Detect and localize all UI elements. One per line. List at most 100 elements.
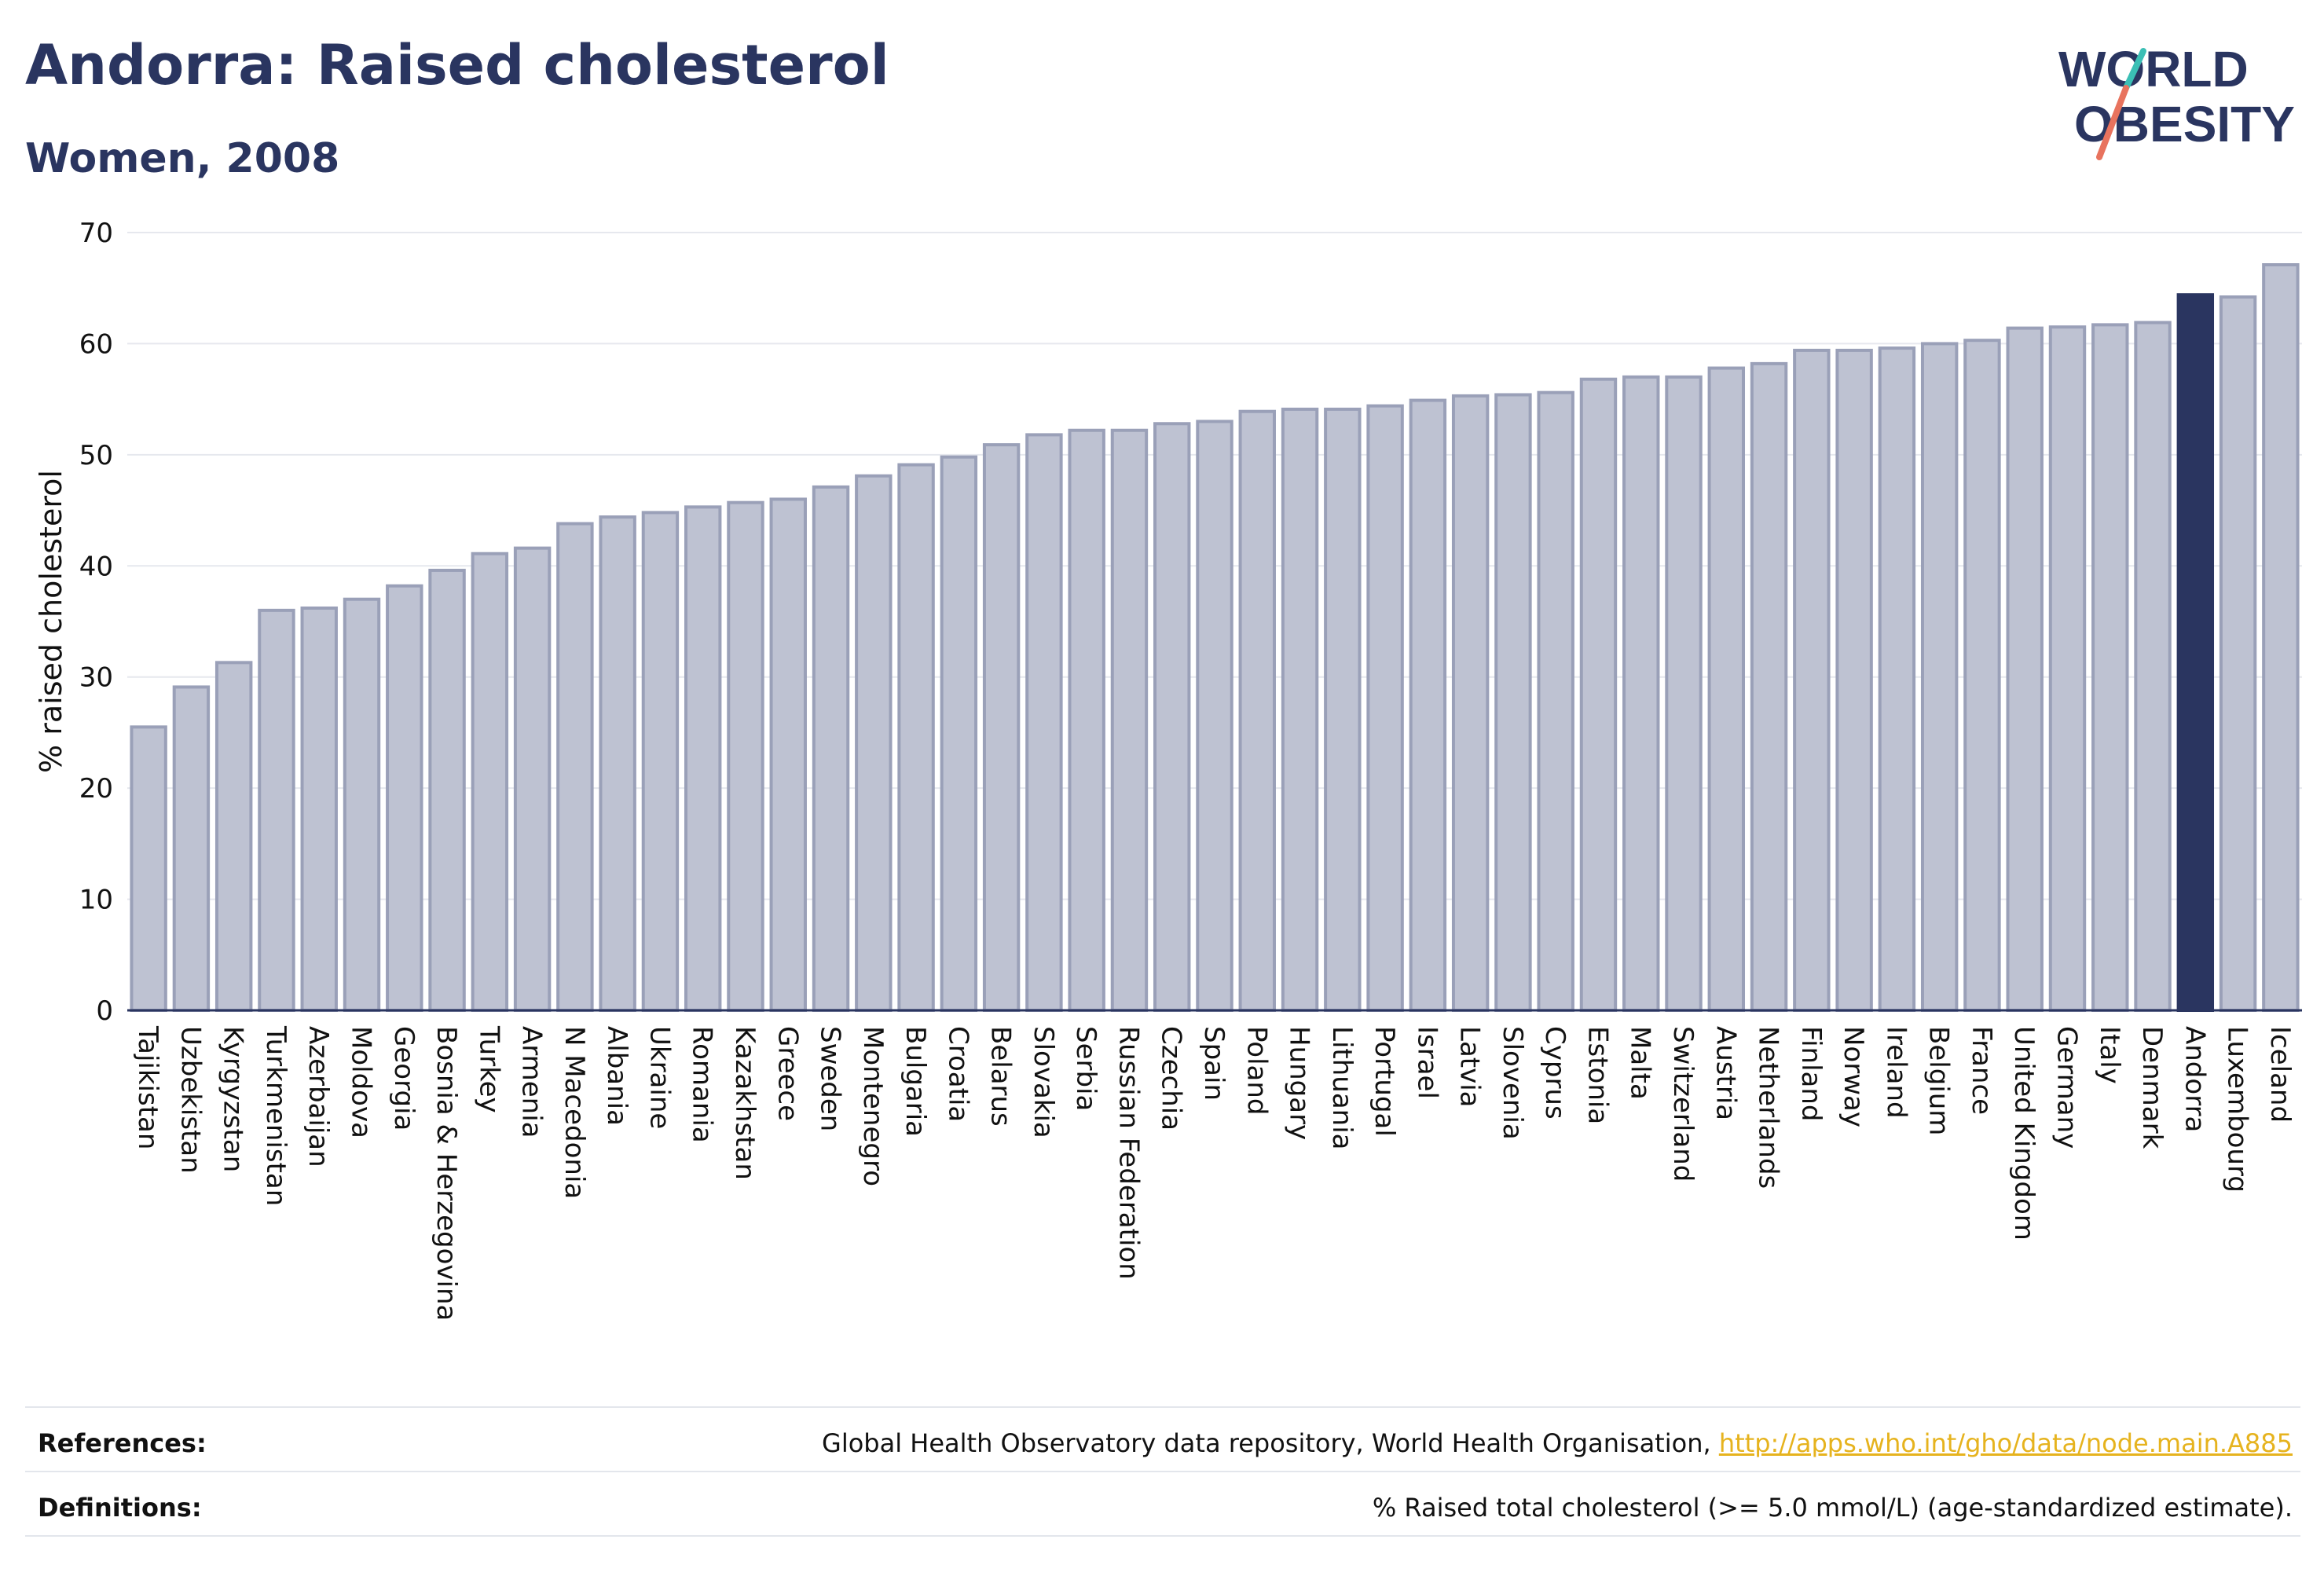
bar-belgium — [1920, 342, 1959, 1012]
x-tick-label: Moldova — [346, 1026, 377, 1138]
bar-latvia — [1451, 394, 1490, 1012]
chart-title: Andorra: Raised cholesterol — [25, 33, 889, 97]
bar-bosnia-herzegovina — [428, 568, 466, 1012]
x-tick-label: Turkmenistan — [260, 1025, 291, 1206]
x-tick-label: Montenegro — [857, 1026, 889, 1186]
bar-uzbekistan — [172, 685, 211, 1012]
x-tick-label: Israel — [1411, 1026, 1442, 1099]
bar-kyrgyzstan — [214, 661, 253, 1012]
x-tick-label: Netherlands — [1753, 1026, 1784, 1189]
y-tick-label: 40 — [79, 551, 113, 582]
x-tick-label: N Macedonia — [559, 1026, 590, 1199]
x-axis-ticks: Tajikistan Uzbekistan Kyrgyzstan Turkmenist… — [132, 1025, 2296, 1321]
x-tick-label: Bosnia & Herzegovina — [431, 1026, 462, 1321]
x-tick-label: Germany — [2051, 1026, 2082, 1149]
x-tick-label: Switzerland — [1667, 1026, 1699, 1182]
x-tick-label: Belarus — [985, 1026, 1017, 1127]
x-tick-label: Tajikistan — [132, 1025, 163, 1149]
x-tick-label: Kazakhstan — [729, 1026, 761, 1180]
x-tick-label: Ireland — [1880, 1026, 1912, 1119]
x-tick-label: Slovenia — [1497, 1026, 1528, 1140]
bar-azerbaijan — [300, 607, 338, 1012]
bar-turkmenistan — [258, 608, 295, 1012]
y-tick-label: 10 — [79, 885, 113, 916]
x-tick-label: Denmark — [2136, 1026, 2168, 1149]
x-tick-label: Armenia — [516, 1026, 548, 1138]
bar-israel — [1409, 398, 1447, 1012]
x-tick-label: Hungary — [1284, 1026, 1315, 1140]
x-tick-label: Finland — [1795, 1026, 1827, 1122]
bar-switzerland — [1665, 375, 1703, 1013]
y-tick-label: 50 — [79, 440, 113, 471]
footer-divider-top — [25, 1406, 2300, 1408]
bar-france — [1963, 339, 2001, 1012]
bar-italy — [2091, 323, 2129, 1012]
bar-turkey — [471, 552, 509, 1012]
y-tick-label: 20 — [79, 773, 113, 804]
bar-tajikistan — [130, 725, 167, 1012]
x-tick-label: Estonia — [1582, 1026, 1613, 1124]
x-tick-label: Belgium — [1923, 1026, 1955, 1135]
bar-ireland — [1878, 346, 1916, 1013]
bar-united-kingdom — [2006, 326, 2044, 1012]
x-tick-label: Latvia — [1454, 1026, 1486, 1108]
x-tick-label: Russian Federation — [1113, 1026, 1144, 1280]
y-tick-label: 60 — [79, 328, 113, 360]
definitions-value: % Raised total cholesterol (>= 5.0 mmol/… — [1372, 1493, 2293, 1523]
y-tick-label: 0 — [96, 995, 113, 1027]
x-tick-label: Greece — [772, 1026, 803, 1121]
bar-spain — [1196, 420, 1233, 1012]
x-tick-label: Poland — [1241, 1026, 1272, 1116]
bar-norway — [1835, 348, 1873, 1012]
references-link[interactable]: http://apps.who.int/gho/data/node.main.A… — [1718, 1428, 2293, 1458]
bar-greece — [769, 497, 807, 1012]
bar-albania — [599, 515, 636, 1012]
bar-austria — [1707, 366, 1746, 1013]
bar-n-macedonia — [556, 522, 594, 1012]
x-tick-label: Uzbekistan — [174, 1026, 206, 1174]
x-tick-label: Kyrgyzstan — [218, 1026, 249, 1172]
x-tick-label: Spain — [1198, 1026, 1230, 1101]
bar-netherlands — [1750, 361, 1788, 1012]
y-tick-label: 70 — [79, 218, 113, 249]
bar-portugal — [1366, 404, 1404, 1012]
bar-moldova — [343, 597, 381, 1012]
y-axis-ticks: 0 10 20 30 40 50 60 70 — [79, 218, 113, 1027]
x-tick-label: Azerbaijan — [302, 1026, 334, 1167]
bar-luxembourg — [2219, 295, 2257, 1012]
references-text: Global Health Observatory data repositor… — [822, 1428, 1719, 1458]
x-tick-label: United Kingdom — [2008, 1026, 2040, 1241]
y-axis-label: % raised cholesterol — [34, 470, 68, 773]
bar-lithuania — [1324, 407, 1362, 1013]
bar-croatia — [940, 455, 978, 1012]
bar-cyprus — [1537, 390, 1574, 1012]
bar-iceland — [2262, 263, 2300, 1012]
x-tick-label: France — [1966, 1026, 1997, 1115]
x-tick-label: Iceland — [2264, 1026, 2296, 1123]
bar-poland — [1238, 409, 1276, 1012]
bar-ukraine — [641, 511, 680, 1012]
bar-slovenia — [1494, 393, 1532, 1012]
x-tick-label: Ukraine — [643, 1026, 675, 1129]
bar-georgia — [386, 584, 423, 1012]
bar-kazakhstan — [727, 500, 764, 1012]
x-tick-label: Turkey — [473, 1025, 504, 1113]
footer-divider-middle — [25, 1471, 2300, 1472]
x-tick-label: Andorra — [2179, 1026, 2210, 1132]
bar-sweden — [812, 485, 850, 1013]
bar-malta — [1622, 375, 1660, 1013]
x-tick-label: Italy — [2094, 1026, 2125, 1084]
x-tick-label: Cyprus — [1539, 1026, 1571, 1120]
bar-bulgaria — [897, 463, 935, 1013]
bars — [130, 263, 2300, 1013]
bar-germany — [2048, 325, 2087, 1012]
bar-serbia — [1068, 428, 1105, 1012]
definitions-label: Definitions: — [38, 1493, 202, 1523]
references-value: Global Health Observatory data repositor… — [822, 1428, 2293, 1458]
x-tick-label: Albania — [601, 1026, 632, 1126]
x-tick-label: Bulgaria — [900, 1026, 931, 1137]
bar-montenegro — [855, 474, 893, 1012]
x-tick-label: Norway — [1838, 1026, 1869, 1127]
x-tick-label: Sweden — [815, 1026, 846, 1131]
bar-slovakia — [1025, 433, 1063, 1012]
